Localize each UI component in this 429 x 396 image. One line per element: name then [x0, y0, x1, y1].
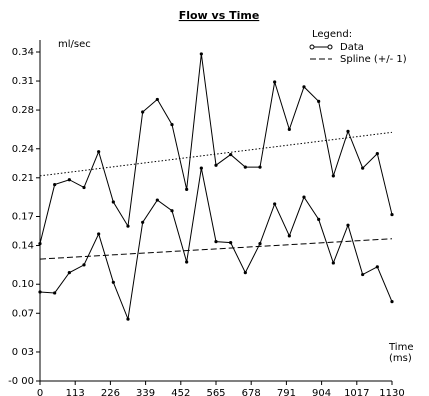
x-tick-label: 339 — [136, 388, 155, 396]
data-point — [67, 178, 71, 182]
data-point — [199, 166, 203, 170]
data-point — [287, 234, 291, 238]
legend-marker — [327, 44, 333, 50]
data-point — [302, 85, 306, 89]
data-point — [38, 290, 42, 294]
data-point — [229, 241, 233, 245]
data-point — [53, 291, 57, 295]
data-point — [170, 209, 174, 213]
data-point — [111, 280, 115, 284]
y-tick-label: 0.14 — [12, 241, 34, 252]
data-point — [170, 122, 174, 127]
x-tick-label: 678 — [242, 388, 261, 396]
data-point — [185, 187, 189, 192]
data-point — [317, 217, 321, 222]
data-point — [141, 110, 145, 114]
data-point — [273, 80, 277, 84]
data-point — [126, 317, 130, 321]
data-point — [258, 165, 262, 169]
data-point — [361, 166, 365, 170]
data-point — [38, 241, 42, 246]
x-axis-label: Time (ms) — [388, 342, 413, 364]
data-point — [243, 165, 247, 169]
data-point — [141, 220, 145, 224]
y-tick-label: 0.34 — [12, 47, 34, 58]
data-point — [82, 185, 86, 190]
y-tick-label: 0.07 — [12, 308, 34, 319]
x-tick-label: 452 — [171, 388, 190, 396]
data-point — [82, 263, 86, 267]
data-point — [155, 97, 159, 102]
data-point — [243, 271, 247, 275]
data-point — [229, 152, 233, 157]
data-point — [67, 271, 71, 275]
x-tick-label: 226 — [101, 388, 120, 396]
y-tick-label: 0.28 — [12, 105, 34, 116]
legend-title: Legend: — [312, 29, 352, 40]
series-line — [39, 238, 393, 260]
legend-label: Data — [340, 42, 364, 53]
data-point — [155, 198, 159, 202]
data-point — [185, 260, 189, 264]
x-tick-label: 904 — [312, 388, 331, 396]
data-point — [375, 152, 379, 156]
y-tick-label: 0.31 — [12, 76, 34, 87]
data-point — [287, 127, 291, 132]
data-point — [331, 174, 335, 178]
data-point — [111, 200, 115, 204]
data-point — [273, 202, 277, 206]
y-tick-label: 0.24 — [12, 144, 34, 155]
data-point — [346, 129, 350, 133]
data-point — [317, 99, 321, 103]
data-point — [199, 52, 203, 56]
data-point — [258, 241, 262, 246]
series-line — [39, 53, 393, 244]
data-point — [53, 182, 57, 187]
data-point — [390, 212, 394, 217]
y-tick-label: 0.21 — [12, 173, 34, 184]
data-point — [214, 163, 218, 167]
data-point — [346, 223, 350, 227]
y-tick-label: 0 03 — [12, 347, 34, 358]
data-point — [390, 300, 394, 304]
y-tick-label: 0.10 — [12, 279, 34, 290]
y-axis-label: ml/sec — [58, 39, 91, 50]
chart-title: Flow vs Time — [179, 9, 260, 22]
x-tick-label: 791 — [277, 388, 296, 396]
x-tick-label: 1130 — [379, 388, 404, 396]
data-point — [302, 195, 306, 199]
legend-label: Spline (+/- 1) — [340, 54, 407, 65]
data-point — [97, 232, 101, 236]
data-point — [126, 224, 130, 228]
series-line — [39, 168, 393, 321]
x-tick-label: 1017 — [344, 388, 369, 396]
series-line — [39, 131, 393, 177]
legend-marker — [309, 44, 315, 50]
x-tick-label: 113 — [66, 388, 85, 396]
y-tick-label: -0 00 — [8, 376, 34, 387]
x-tick-label: 0 — [37, 388, 43, 396]
data-point — [97, 150, 101, 154]
y-tick-label: 0.17 — [12, 212, 34, 223]
data-point — [361, 272, 365, 277]
data-point — [375, 265, 379, 269]
data-point — [331, 261, 335, 265]
x-tick-label: 565 — [206, 388, 225, 396]
data-point — [214, 240, 218, 244]
